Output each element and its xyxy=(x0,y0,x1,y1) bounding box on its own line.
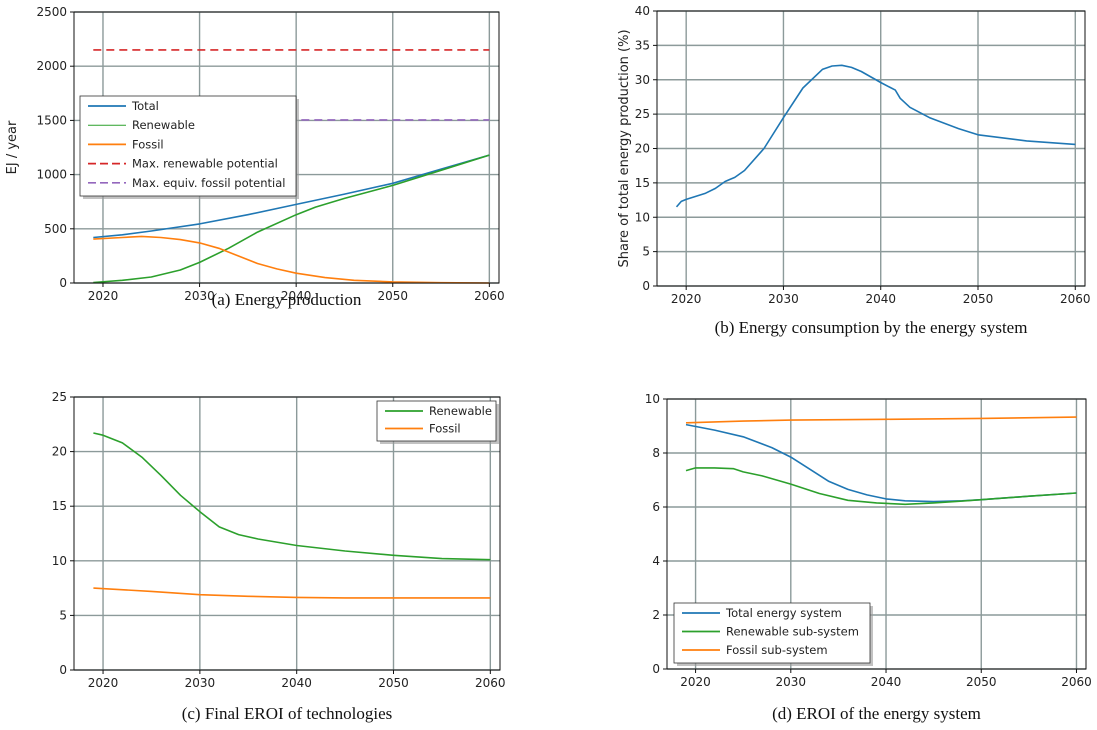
legend-label: Fossil xyxy=(132,137,164,151)
legend-box xyxy=(376,400,497,442)
x-tick-label: 2050 xyxy=(378,676,409,690)
plot-frame xyxy=(666,398,1087,670)
x-tick-label: 2030 xyxy=(185,676,216,690)
legend-label: Renewable sub-system xyxy=(726,625,859,639)
y-tick-label: 15 xyxy=(52,499,67,513)
series-line-total xyxy=(93,154,490,239)
x-tick-label: 2050 xyxy=(966,675,997,689)
x-tick-label: 2020 xyxy=(671,292,702,306)
y-axis-label: Share of total energy production (%) xyxy=(617,29,632,267)
y-tick-label: 1000 xyxy=(36,168,67,182)
x-tick-label: 2030 xyxy=(776,675,807,689)
legend-box xyxy=(79,95,297,197)
chart-b: 2020 2030 2040 2050 2060 0 5 10 15 20 25 30 35 40Shar… xyxy=(617,4,1091,337)
y-tick-label: 0 xyxy=(642,279,650,293)
x-tick-label: 2050 xyxy=(377,289,408,303)
legend-label: Fossil sub-system xyxy=(726,643,828,657)
y-tick-label: 6 xyxy=(652,500,660,514)
legend-label: Renewable xyxy=(429,404,492,418)
y-tick-label: 500 xyxy=(44,222,67,236)
x-tick-label: 2040 xyxy=(281,289,312,303)
x-tick-label: 2040 xyxy=(865,292,896,306)
x-tick-label: 2020 xyxy=(88,676,119,690)
chart-c: 2020 2030 2040 2050 2060 0 5 10 15 20 25 (c) Final … xyxy=(52,390,506,723)
x-tick-label: 2040 xyxy=(281,676,312,690)
y-tick-label: 10 xyxy=(52,554,67,568)
chart-caption: (c) Final EROI of technologies xyxy=(182,704,393,723)
y-tick-label: 20 xyxy=(52,445,67,459)
y-tick-label: 40 xyxy=(635,4,650,18)
chart-a: 2020 2030 2040 2050 2060 0 500 1000 1500 2000 2500… xyxy=(5,5,505,309)
legend-label: Renewable xyxy=(132,118,195,132)
series-line-renewable xyxy=(93,154,490,284)
x-tick-label: 2030 xyxy=(768,292,799,306)
plot-frame xyxy=(73,11,500,284)
y-tick-label: 1500 xyxy=(36,113,67,127)
x-tick-label: 2030 xyxy=(184,289,215,303)
y-tick-label: 2 xyxy=(652,608,660,622)
legend: Total energy system Renewable sub-system F… xyxy=(673,602,873,666)
y-tick-label: 25 xyxy=(635,107,650,121)
plot-frame xyxy=(73,396,501,671)
x-tick-label: 2060 xyxy=(1061,675,1092,689)
series-line-fossil-sub-system xyxy=(685,416,1077,424)
x-tick-label: 2020 xyxy=(680,675,711,689)
y-tick-label: 35 xyxy=(635,38,650,52)
y-tick-label: 8 xyxy=(652,446,660,460)
y-tick-label: 0 xyxy=(59,663,67,677)
y-tick-label: 15 xyxy=(635,176,650,190)
legend-label: Max. renewable potential xyxy=(132,157,278,171)
chart-caption: (b) Energy consumption by the energy sys… xyxy=(715,318,1028,337)
y-tick-label: 2500 xyxy=(36,5,67,19)
chart-caption: (a) Energy production xyxy=(212,290,362,309)
x-tick-label: 2040 xyxy=(871,675,902,689)
legend-label: Total energy system xyxy=(725,606,842,620)
legend: Renewable Fossil xyxy=(376,400,499,444)
series-line-fossil xyxy=(93,587,491,599)
y-tick-label: 5 xyxy=(642,245,650,259)
x-tick-label: 2050 xyxy=(963,292,994,306)
chart-caption: (d) EROI of the energy system xyxy=(772,704,981,723)
y-tick-label: 10 xyxy=(635,210,650,224)
series-line-renewable-sub-system xyxy=(685,467,1077,506)
x-tick-label: 2060 xyxy=(474,289,505,303)
y-tick-label: 10 xyxy=(645,392,660,406)
chart-d: 2020 2030 2040 2050 2060 0 2 4 6 8 10 (d) EROI of t… xyxy=(645,392,1092,723)
y-tick-label: 20 xyxy=(635,142,650,156)
y-tick-label: 0 xyxy=(59,276,67,290)
y-tick-label: 30 xyxy=(635,73,650,87)
y-tick-label: 4 xyxy=(652,554,660,568)
legend-label: Fossil xyxy=(429,422,461,436)
y-tick-label: 5 xyxy=(59,608,67,622)
x-tick-label: 2020 xyxy=(88,289,119,303)
x-tick-label: 2060 xyxy=(1060,292,1091,306)
series-line-main xyxy=(675,64,1076,208)
legend-label: Total xyxy=(131,99,159,113)
y-tick-label: 25 xyxy=(52,390,67,404)
series-line-fossil xyxy=(93,235,490,284)
series-line-total-energy-system xyxy=(685,423,1077,503)
legend-label: Max. equiv. fossil potential xyxy=(132,176,285,190)
legend: Total Renewable Fossil Max. renewable poten… xyxy=(79,95,299,199)
x-tick-label: 2060 xyxy=(475,676,506,690)
y-tick-label: 2000 xyxy=(36,59,67,73)
y-axis-label: EJ / year xyxy=(5,120,20,174)
y-tick-label: 0 xyxy=(652,662,660,676)
series-line-renewable xyxy=(93,432,491,561)
